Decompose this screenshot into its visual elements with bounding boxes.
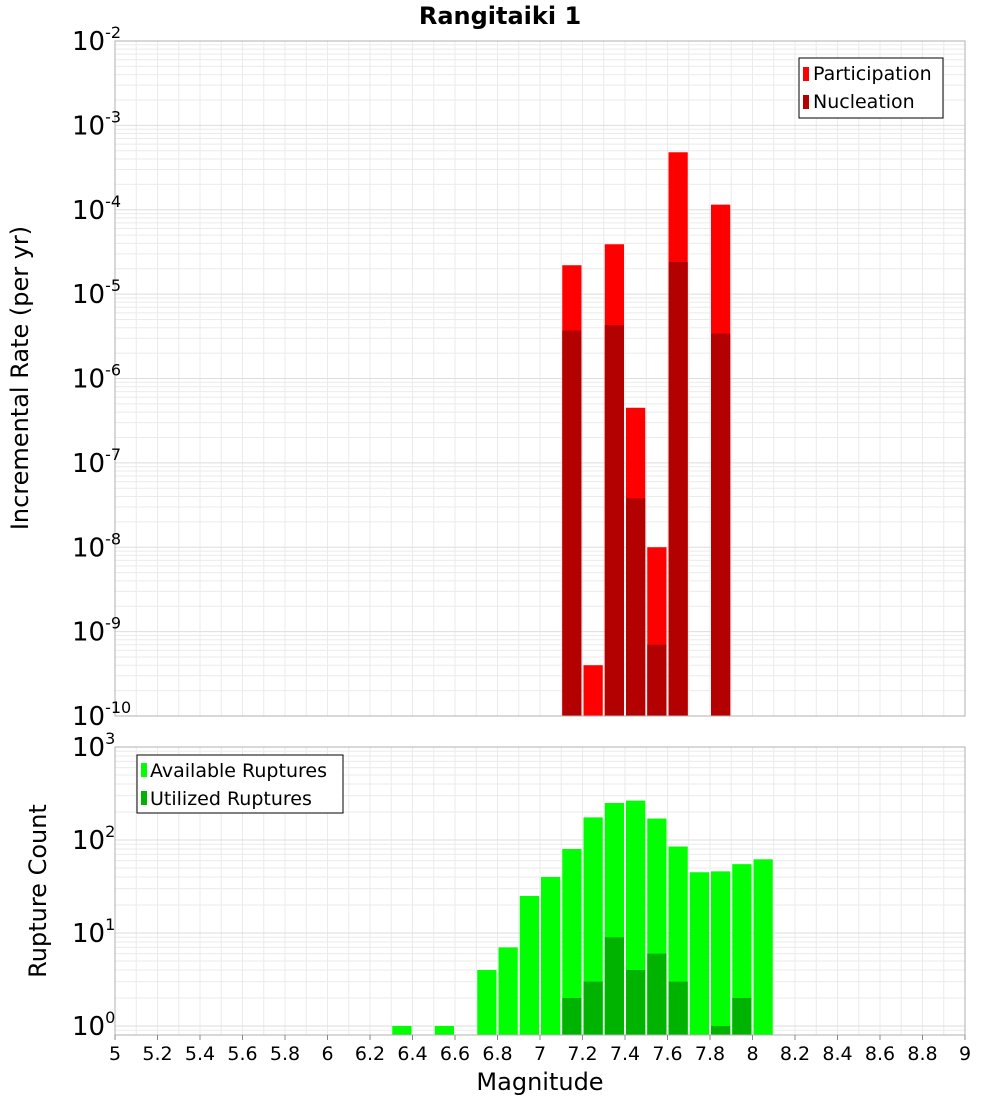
x-tick-label: 6.2 <box>355 1043 385 1065</box>
bar-nucleation <box>668 262 688 716</box>
y-tick-label: 10-8 <box>72 529 121 563</box>
x-axis-label: Magnitude <box>476 1068 603 1096</box>
legend-label-utilized: Utilized Ruptures <box>150 788 312 810</box>
bar-available-ruptures <box>541 877 561 1035</box>
legend-label-nucleation: Nucleation <box>813 91 915 113</box>
x-tick-label: 6.4 <box>397 1043 427 1065</box>
bar-nucleation <box>604 325 624 716</box>
bar-available-ruptures <box>711 871 731 1035</box>
bar-available-ruptures <box>583 817 603 1035</box>
x-tick-label: 5 <box>109 1043 121 1065</box>
bar-utilized-ruptures <box>626 969 646 1035</box>
x-tick-label: 7.2 <box>567 1043 597 1065</box>
y-tick-label: 10-7 <box>72 445 121 479</box>
legend-swatch-nucleation <box>803 95 809 109</box>
top-bars <box>562 152 731 717</box>
bar-available-ruptures <box>732 864 752 1035</box>
top-legend: Participation Nucleation <box>798 57 944 119</box>
x-tick-label: 5.6 <box>227 1043 257 1065</box>
top-plot: 10-2 10-3 10-4 10-5 10-6 10-7 10-8 10-9 10-10 In… <box>6 23 966 732</box>
bottom-y-ticks: 103 102 101 100 <box>72 729 115 1042</box>
bar-nucleation <box>647 644 667 716</box>
chart-title: Rangitaiki 1 <box>419 2 581 30</box>
x-tick-label: 7 <box>534 1043 546 1065</box>
bar-available-ruptures <box>498 947 518 1035</box>
bar-utilized-ruptures <box>732 997 752 1035</box>
bar-utilized-ruptures <box>647 953 667 1035</box>
y-tick-label: 100 <box>72 1008 115 1042</box>
bar-available-ruptures <box>689 872 709 1035</box>
y-tick-label: 10-3 <box>72 107 121 141</box>
x-tick-label: 8.4 <box>822 1043 852 1065</box>
bar-utilized-ruptures <box>668 981 688 1035</box>
x-tick-label: 5.8 <box>270 1043 300 1065</box>
y-tick-label: 10-6 <box>72 361 121 395</box>
bar-utilized-ruptures <box>711 1025 731 1035</box>
top-plot-frame <box>114 40 966 717</box>
bar-available-ruptures <box>392 1025 412 1035</box>
bar-nucleation <box>562 330 582 716</box>
bar-nucleation <box>711 333 731 716</box>
bottom-legend: Available Ruptures Utilized Ruptures <box>136 754 344 814</box>
top-legend-box <box>798 57 944 119</box>
bottom-x-ticks: 5 5.2 5.4 5.6 5.8 6 6.2 6.4 6.6 6.8 7 7.2 7.4 7.6 7.8 8… <box>109 1035 971 1065</box>
bottom-legend-box <box>136 754 344 814</box>
y-tick-label: 103 <box>72 729 115 763</box>
y-tick-label: 102 <box>72 822 115 856</box>
bar-utilized-ruptures <box>583 981 603 1035</box>
bar-participation <box>583 665 603 716</box>
bar-utilized-ruptures <box>604 937 624 1035</box>
y-tick-label: 10-9 <box>72 614 121 648</box>
x-tick-label: 5.2 <box>142 1043 172 1065</box>
bar-available-ruptures <box>477 969 497 1035</box>
bar-nucleation <box>626 498 646 716</box>
x-tick-label: 8.8 <box>907 1043 937 1065</box>
x-tick-label: 6 <box>321 1043 333 1065</box>
y-tick-label: 10-2 <box>72 23 121 57</box>
x-tick-label: 7.4 <box>610 1043 640 1065</box>
top-grid <box>114 40 966 717</box>
x-tick-label: 8.2 <box>780 1043 810 1065</box>
bar-available-ruptures <box>519 895 539 1035</box>
x-tick-label: 5.4 <box>185 1043 215 1065</box>
y-tick-label: 10-5 <box>72 276 121 310</box>
legend-swatch-participation <box>803 67 809 81</box>
bottom-plot: 103 102 101 100 5 5.2 5.4 5.6 5.8 6 6.2 6.4 6.6 6.8 7… <box>24 729 971 1096</box>
x-tick-label: 8.6 <box>865 1043 895 1065</box>
bar-available-ruptures <box>753 859 773 1035</box>
legend-swatch-available <box>141 763 147 777</box>
top-y-axis-label: Incremental Rate (per yr) <box>6 226 34 530</box>
x-tick-label: 7.6 <box>652 1043 682 1065</box>
x-tick-label: 9 <box>959 1043 971 1065</box>
legend-swatch-utilized <box>141 791 147 805</box>
y-tick-label: 10-10 <box>72 698 131 732</box>
legend-label-available: Available Ruptures <box>150 760 327 782</box>
bar-available-ruptures <box>434 1025 454 1035</box>
x-tick-label: 6.6 <box>440 1043 470 1065</box>
bottom-bars <box>392 800 773 1035</box>
y-tick-label: 10-4 <box>72 192 121 226</box>
y-tick-label: 101 <box>72 915 115 949</box>
x-tick-label: 6.8 <box>482 1043 512 1065</box>
x-tick-label: 7.8 <box>695 1043 725 1065</box>
bottom-y-axis-label: Rupture Count <box>24 804 52 978</box>
top-y-ticks: 10-2 10-3 10-4 10-5 10-6 10-7 10-8 10-9 10-10 <box>72 23 131 732</box>
bar-utilized-ruptures <box>562 997 582 1035</box>
x-tick-label: 8 <box>746 1043 758 1065</box>
legend-label-participation: Participation <box>813 63 932 85</box>
bar-available-ruptures <box>562 849 582 1035</box>
